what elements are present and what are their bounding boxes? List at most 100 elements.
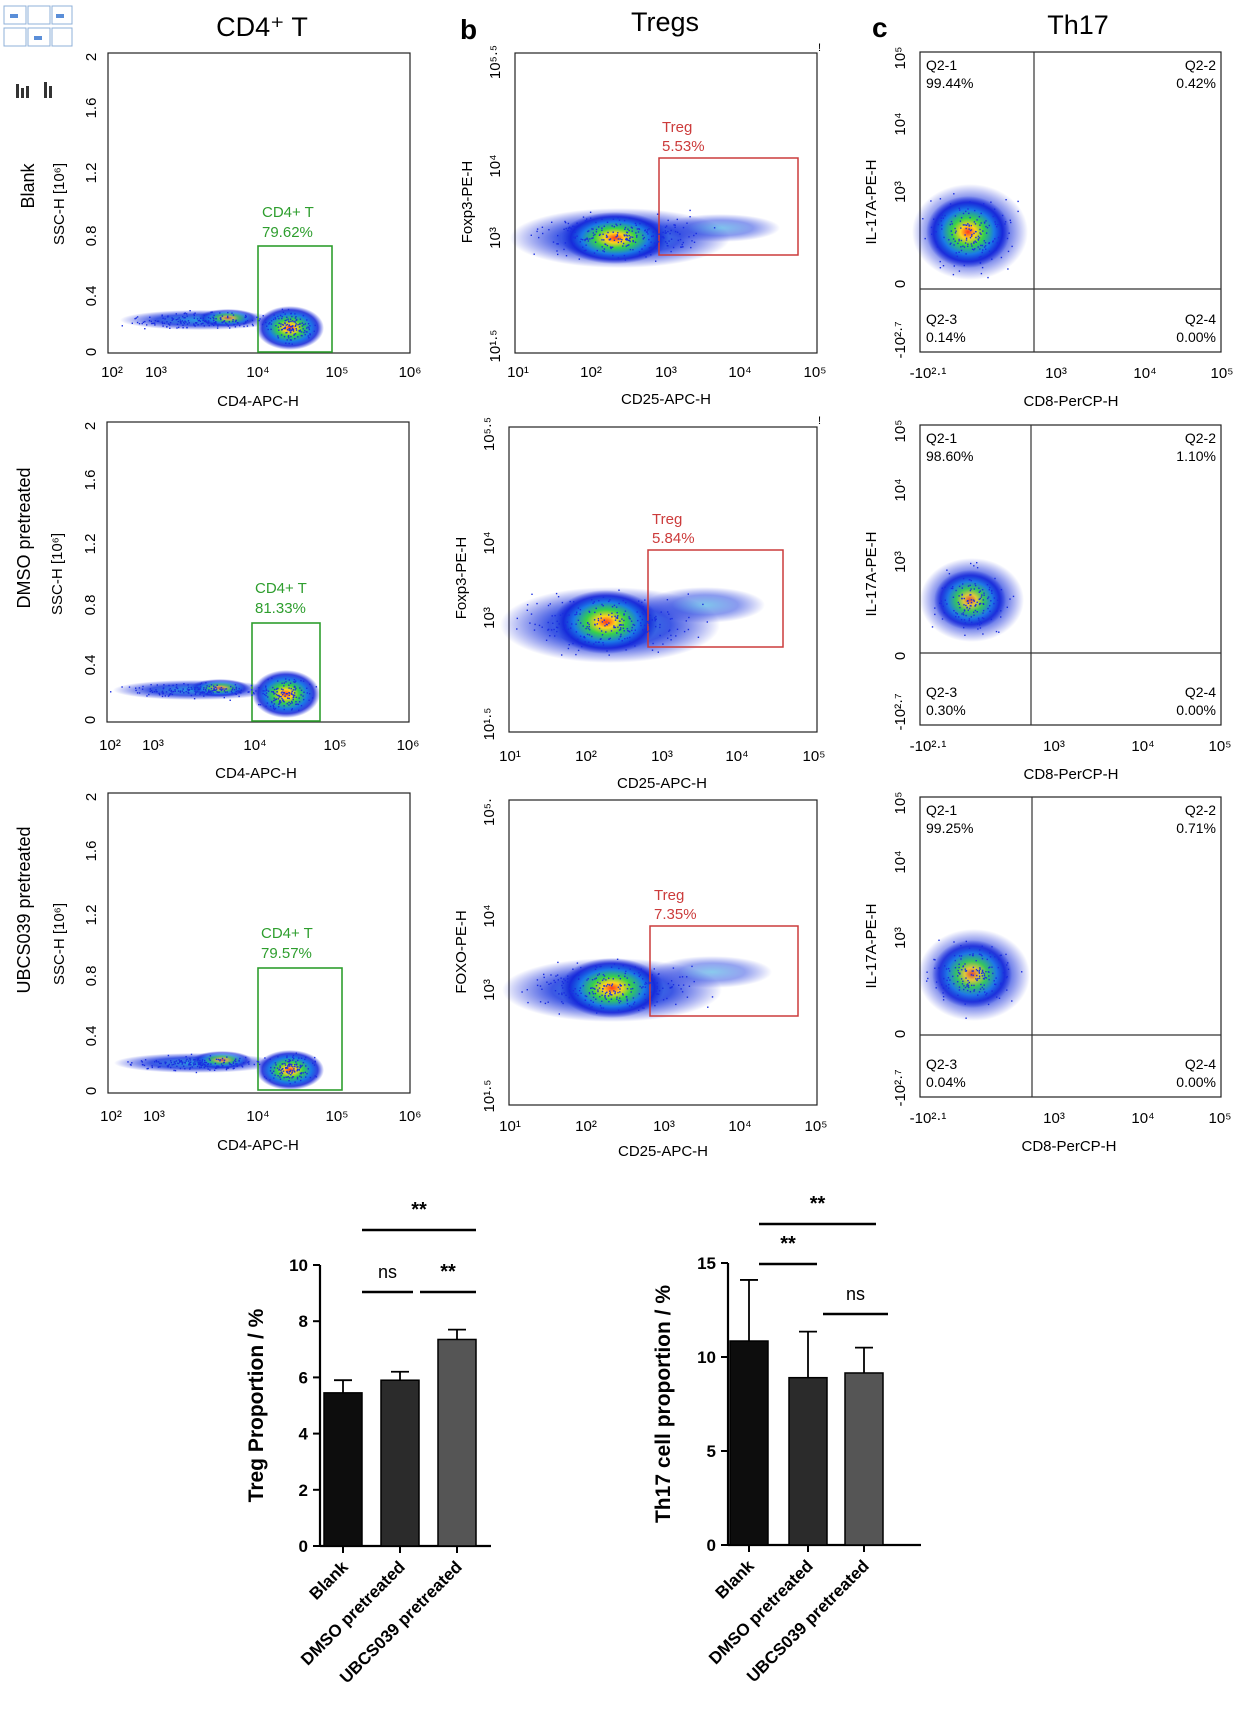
- event-dot: [653, 978, 656, 981]
- event-dot: [686, 222, 688, 224]
- event-dot: [161, 314, 163, 316]
- y-tick: 0.4: [82, 655, 99, 676]
- event-dot: [146, 324, 148, 326]
- event-dot: [974, 223, 977, 225]
- event-dot: [176, 327, 178, 329]
- event-dot: [982, 977, 985, 980]
- event-dot: [628, 217, 631, 220]
- event-dot: [960, 619, 963, 621]
- event-dot: [186, 688, 189, 690]
- x-tick: 10⁴: [1133, 365, 1156, 382]
- event-dot: [170, 693, 172, 695]
- event-dot: [948, 239, 950, 241]
- event-dot: [146, 1068, 148, 1070]
- event-dot: [211, 690, 213, 692]
- event-dot: [285, 1076, 287, 1078]
- event-dot: [589, 1006, 592, 1009]
- event-dot: [257, 1061, 260, 1063]
- event-dot: [635, 232, 637, 234]
- event-dot: [649, 614, 651, 616]
- event-dot: [957, 601, 959, 604]
- event-dot: [208, 690, 210, 692]
- event-dot: [275, 1064, 277, 1066]
- event-dot: [211, 323, 213, 325]
- event-dot: [588, 993, 591, 995]
- event-dot: [296, 1070, 298, 1072]
- event-dot: [589, 629, 591, 631]
- event-dot: [574, 614, 576, 616]
- event-dot: [642, 986, 644, 988]
- event-dot: [185, 1060, 187, 1062]
- event-dot: [952, 586, 954, 588]
- event-dot: [996, 610, 998, 612]
- event-dot: [170, 1060, 172, 1062]
- event-dot: [612, 978, 614, 980]
- y-tick: 1.2: [83, 905, 100, 926]
- event-dot: [279, 1066, 281, 1069]
- event-dot: [634, 629, 636, 631]
- event-dot: [642, 238, 644, 240]
- event-dot: [644, 983, 646, 985]
- event-dot: [949, 223, 951, 226]
- event-dot: [291, 1063, 293, 1066]
- event-dot: [964, 234, 966, 236]
- event-dot: [957, 981, 959, 983]
- event-dot: [198, 687, 200, 689]
- event-dot: [616, 235, 619, 237]
- event-dot: [548, 983, 550, 985]
- event-dot: [1005, 953, 1007, 956]
- event-dot: [965, 1017, 967, 1019]
- event-dot: [930, 200, 932, 202]
- event-dot: [586, 237, 588, 239]
- event-dot: [215, 318, 217, 320]
- event-dot: [197, 1062, 200, 1064]
- event-dot: [234, 1058, 237, 1060]
- event-dot: [970, 588, 972, 590]
- event-dot: [977, 628, 979, 630]
- event-dot: [255, 690, 257, 692]
- event-dot: [981, 970, 984, 972]
- event-dot: [205, 682, 207, 684]
- y-tick: 10⁵: [892, 47, 909, 70]
- event-dot: [178, 326, 180, 329]
- event-dot: [223, 1059, 226, 1061]
- event-dot: [161, 691, 163, 693]
- event-dot: [309, 334, 311, 336]
- event-dot: [952, 975, 954, 978]
- event-dot: [625, 602, 627, 604]
- event-dot: [176, 1065, 178, 1067]
- event-dot: [275, 325, 277, 327]
- event-dot: [949, 243, 951, 245]
- event-dot: [183, 1065, 185, 1067]
- event-dot: [549, 603, 551, 605]
- event-dot: [654, 618, 656, 621]
- event-dot: [610, 966, 613, 968]
- event-dot: [558, 993, 560, 995]
- event-dot: [986, 958, 988, 961]
- event-dot: [618, 620, 621, 622]
- event-dot: [593, 252, 596, 254]
- event-dot: [997, 224, 999, 226]
- event-dot: [556, 250, 558, 252]
- event-dot: [1006, 989, 1008, 991]
- event-dot: [294, 692, 296, 694]
- event-dot: [279, 1065, 281, 1067]
- y-tick: 10¹·⁵: [481, 1080, 498, 1113]
- event-dot: [961, 593, 963, 596]
- event-dot: [648, 981, 650, 983]
- event-dot: [210, 687, 213, 690]
- x-tick-label: Blank: [306, 1557, 353, 1604]
- event-dot: [989, 605, 991, 607]
- quadrant-2-name: Q2-2: [1185, 430, 1216, 446]
- event-dot: [682, 226, 685, 229]
- event-dot: [294, 1065, 296, 1068]
- event-dot: [617, 241, 620, 244]
- event-dot: [958, 207, 960, 209]
- event-dot: [300, 1057, 303, 1059]
- event-dot: [966, 985, 968, 988]
- event-dot: [962, 614, 965, 616]
- event-dot: [1000, 982, 1002, 984]
- event-dot: [247, 691, 249, 693]
- event-dot: [205, 1065, 207, 1067]
- event-dot: [602, 596, 605, 598]
